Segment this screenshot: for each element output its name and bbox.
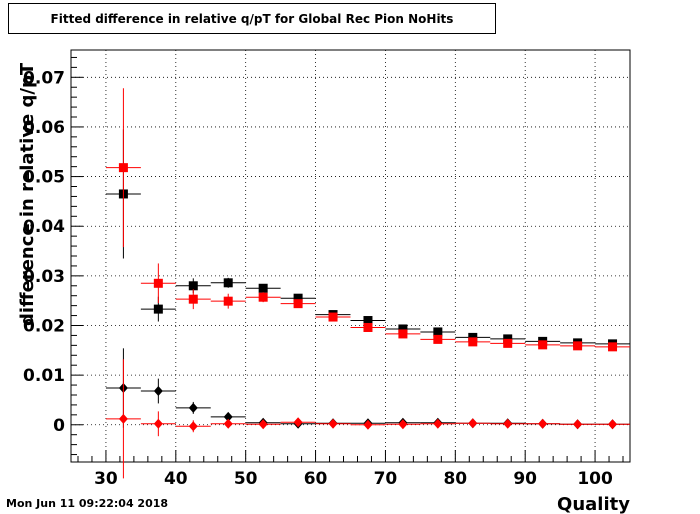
series-2: [105, 88, 630, 352]
data-point-square: [398, 329, 408, 339]
data-point-square: [398, 324, 408, 334]
data-point-square: [258, 292, 268, 302]
y-tick-label: 0.05: [23, 168, 65, 188]
data-point-square: [363, 322, 373, 332]
y-tick-label: 0.03: [23, 267, 65, 287]
data-point-diamond: [188, 402, 198, 413]
timestamp: Mon Jun 11 09:22:04 2018: [6, 497, 169, 510]
data-point-square: [468, 337, 478, 347]
y-tick-label: 0.06: [23, 118, 65, 138]
data-point-diamond: [433, 418, 443, 429]
x-tick-label: 90: [513, 469, 537, 489]
data-point-diamond: [223, 411, 233, 422]
x-axis-title: Quality: [557, 494, 630, 514]
data-point-diamond: [503, 418, 513, 429]
x-tick-label: 70: [374, 469, 398, 489]
data-point-square: [223, 296, 233, 306]
data-point-square: [223, 278, 233, 288]
data-points: [105, 88, 630, 479]
data-point-square: [293, 293, 303, 303]
data-point-square: [503, 338, 513, 348]
data-point-diamond: [573, 419, 583, 430]
y-tick-label: 0.07: [23, 68, 65, 88]
data-point-square: [153, 278, 163, 288]
x-tick-label: 30: [94, 469, 118, 489]
data-point-diamond: [608, 419, 618, 430]
data-point-square: [118, 163, 128, 173]
data-point-diamond: [188, 421, 198, 432]
y-axis-title: difference in relative q/pT: [17, 62, 38, 326]
data-point-square: [293, 299, 303, 309]
x-tick-label: 50: [234, 469, 258, 489]
data-point-diamond: [398, 419, 408, 430]
x-tick-label: 100: [577, 469, 613, 489]
data-point-diamond: [153, 386, 163, 397]
x-tick-label: 60: [304, 469, 328, 489]
x-tick-label: 40: [164, 469, 188, 489]
y-tick-label: 0.04: [23, 217, 65, 237]
data-point-square: [328, 312, 338, 322]
data-point-square: [258, 283, 268, 293]
grid: [71, 50, 630, 462]
data-point-diamond: [468, 418, 478, 429]
x-tick-label: 80: [443, 469, 467, 489]
data-point-diamond: [328, 418, 338, 429]
data-point-square: [188, 281, 198, 291]
axes: 30 40 50 60 70 80 90 100 0 0.01 0.02 0.03 0.04 0.05 0.…: [23, 56, 624, 489]
data-point-square: [538, 340, 548, 350]
chart-title: Fitted difference in relative q/pT for G…: [50, 11, 454, 26]
y-tick-label: 0.01: [23, 366, 65, 386]
data-point-diamond: [118, 413, 128, 424]
chart-title-box: Fitted difference in relative q/pT for G…: [8, 3, 496, 34]
data-point-diamond: [223, 418, 233, 429]
data-point-square: [433, 327, 443, 337]
data-point-square: [608, 342, 618, 352]
data-point-diamond: [538, 418, 548, 429]
series-4: [105, 359, 630, 479]
data-point-diamond: [363, 419, 373, 430]
y-tick-label: 0: [53, 416, 65, 436]
data-point-square: [433, 334, 443, 344]
data-point-square: [363, 316, 373, 326]
data-point-square: [153, 304, 163, 314]
data-point-square: [573, 341, 583, 351]
data-point-diamond: [293, 417, 303, 428]
data-point-square: [188, 294, 198, 304]
data-point-diamond: [153, 418, 163, 429]
plot-frame: [70, 49, 631, 463]
y-tick-label: 0.02: [23, 316, 65, 336]
data-point-diamond: [258, 419, 268, 430]
